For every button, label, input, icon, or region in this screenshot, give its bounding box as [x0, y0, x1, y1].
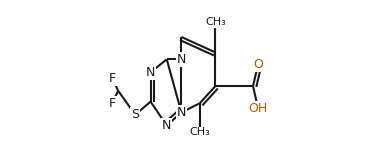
Text: CH₃: CH₃ — [189, 128, 210, 137]
Text: N: N — [177, 106, 186, 119]
Text: F: F — [109, 72, 116, 85]
Text: O: O — [253, 58, 263, 71]
Text: F: F — [109, 97, 116, 110]
Text: N: N — [162, 119, 171, 132]
Text: CH₃: CH₃ — [205, 17, 226, 27]
Text: N: N — [146, 66, 155, 79]
Text: N: N — [177, 53, 186, 66]
Text: OH: OH — [248, 102, 268, 115]
Text: S: S — [131, 108, 139, 121]
